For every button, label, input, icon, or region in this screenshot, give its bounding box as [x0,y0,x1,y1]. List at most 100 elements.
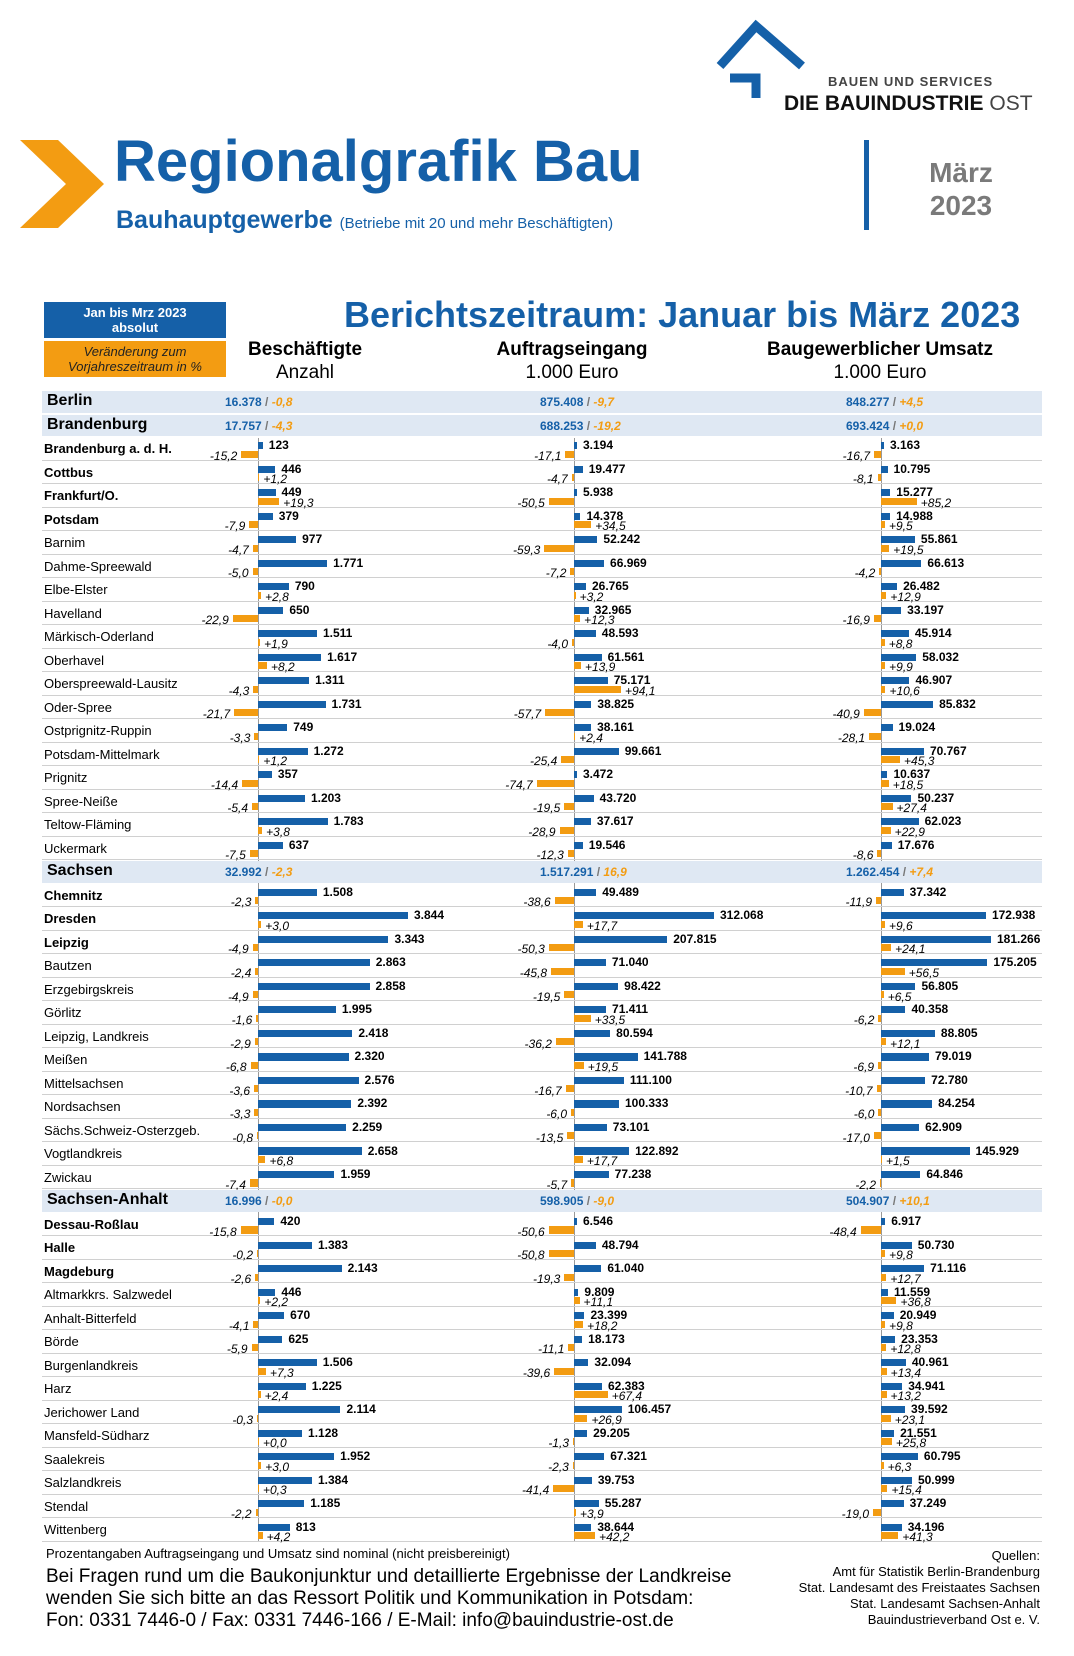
legend-change: Veränderung zum Vorjahreszeitraum in % [44,341,226,377]
value-bar [881,1100,933,1108]
row-line [42,647,1042,649]
change-label: -4,3 [228,683,250,698]
row-line [42,624,1042,626]
change-label: +12,8 [890,1342,921,1357]
value-bar [881,1429,895,1437]
change-bar [252,803,258,811]
value-label: 39.592 [911,1402,948,1417]
row-line [42,718,1042,720]
row-line [42,1070,1042,1072]
change-label: -74,7 [505,777,533,792]
change-bar [564,991,574,999]
value-bar [258,1406,341,1414]
value-bar [258,912,408,920]
row-line [42,1352,1042,1354]
change-label: -40,9 [832,707,860,722]
region-absolute: 693.424 [846,418,890,433]
change-label: +34,5 [595,519,626,534]
change-label: -21,7 [202,707,231,722]
value-bar [881,818,919,826]
value-label: 48.593 [601,626,639,641]
change-bar [881,826,891,834]
change-label: -19,3 [533,1271,561,1286]
value-bar [881,606,902,614]
value-bar [574,606,589,614]
district-name: Zwickau [44,1169,92,1185]
change-label: -3,3 [229,1107,251,1122]
value-bar [881,1076,926,1084]
value-bar [258,1006,336,1014]
change-label: -13,5 [535,1130,564,1145]
value-label: 207.815 [673,931,717,946]
value-bar [574,1312,585,1320]
change-bar [553,1485,574,1493]
change-label: -41,4 [521,1483,550,1498]
value-bar [258,1500,305,1508]
region-absolute: 32.992 [225,865,262,880]
change-label: +3,8 [266,824,290,839]
district-name: Frankfurt/O. [44,488,119,504]
district-name: Brandenburg a. d. H. [44,441,172,457]
value-bar [881,489,891,497]
value-bar [574,1453,605,1461]
value-bar [574,1171,609,1179]
value-label: 3.194 [583,438,614,453]
value-bar [881,794,912,802]
value-label: 11.559 [894,1284,931,1299]
value-label: 88.805 [940,1025,978,1040]
district-name: Oberhavel [44,652,104,668]
value-label: 23.399 [590,1308,628,1323]
change-label: +19,3 [283,495,314,510]
value-bar [258,1523,290,1531]
value-bar [881,1406,906,1414]
change-label: -28,9 [528,824,556,839]
value-label: 45.914 [914,626,952,641]
value-label: 77.238 [614,1167,652,1181]
value-label: 40.961 [911,1355,949,1370]
change-label: +42,2 [599,1530,630,1545]
change-bar [879,568,881,576]
value-label: 56.805 [921,978,959,993]
change-label: -2,6 [230,1271,252,1286]
change-bar [257,1414,258,1422]
change-label: -45,8 [519,966,548,980]
value-label: 670 [290,1308,311,1323]
change-bar [574,615,581,623]
change-bar [249,521,258,529]
change-bar [881,1391,887,1399]
change-bar [574,521,592,529]
change-label: -6,9 [853,1060,875,1075]
region-value: 504.907 / +10,1 [846,1194,930,1209]
district-name: Sächs.Schweiz-Osterzgeb. [44,1122,201,1138]
value-label: 61.561 [607,649,645,664]
change-bar [255,967,258,975]
change-label: -4,9 [227,942,249,957]
change-bar [574,1297,580,1305]
value-label: 1.185 [310,1496,341,1511]
value-bar [881,1147,970,1155]
row-line [42,835,1042,837]
value-bar [258,1335,283,1343]
row-line [42,1329,1042,1331]
change-label: -2,9 [230,1036,251,1051]
value-label: 1.383 [317,1237,348,1252]
value-bar [574,583,586,591]
value-label: 650 [289,602,310,617]
value-label: 55.861 [920,532,958,547]
row-line [42,600,1042,602]
row-line [42,1517,1042,1519]
district-name: Dahme-Spreewald [44,558,152,574]
change-label: -39,6 [522,1365,551,1380]
change-bar [574,732,576,740]
value-label: 17.676 [897,837,935,852]
district-name: Uckermark [44,840,107,856]
change-bar [258,1297,261,1305]
value-label: 1.506 [322,1355,353,1370]
row-line [42,1141,1042,1143]
change-label: +2,4 [579,730,603,745]
change-bar [564,1273,574,1281]
value-bar [881,512,891,520]
change-bar [258,1367,267,1375]
value-label: 71.411 [612,1002,649,1017]
change-label: -19,0 [841,1506,870,1521]
